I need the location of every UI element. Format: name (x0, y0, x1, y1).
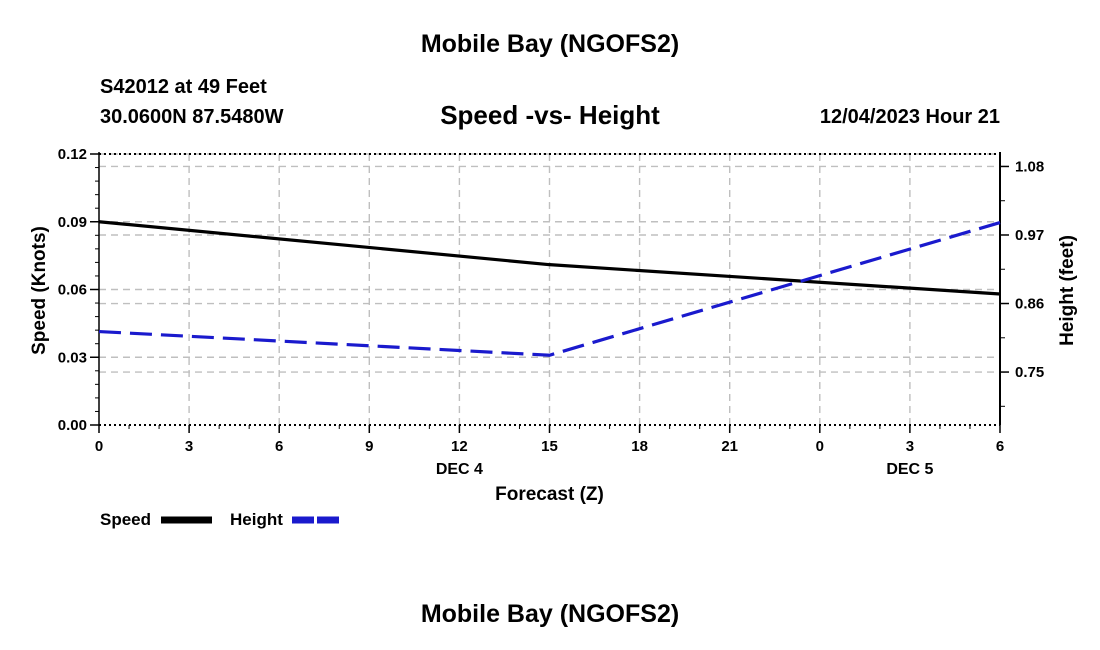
x-tick-label: 3 (906, 438, 914, 455)
legend-speed-label: Speed (100, 510, 151, 529)
x-tick-label: 18 (631, 438, 648, 455)
x-tick-label: 15 (541, 438, 558, 455)
y2-tick-label: 0.75 (1015, 364, 1044, 381)
speed-series-line (98, 220, 1001, 296)
y-tick-label: 0.00 (58, 417, 87, 434)
x-tick-label: 6 (996, 438, 1004, 455)
station-label: S42012 at 49 Feet (100, 76, 267, 98)
y-tick-label: 0.12 (58, 146, 87, 163)
x-tick-label: 0 (816, 438, 824, 455)
y-tick-label: 0.09 (58, 214, 87, 231)
x-tick-label: 3 (185, 438, 193, 455)
y-tick-label: 0.03 (58, 349, 87, 366)
date-label: DEC 5 (886, 461, 933, 478)
y2-axis-title: Height (feet) (1057, 235, 1078, 346)
y2-tick-label: 0.97 (1015, 227, 1044, 244)
x-tick-label: 12 (451, 438, 468, 455)
height-series-line (98, 220, 1001, 357)
page-title: Mobile Bay (NGOFS2) (420, 30, 680, 58)
y-tick-label: 0.06 (58, 282, 87, 299)
y-axis-title: Speed (Knots) (29, 226, 50, 355)
station-coordinates: 30.0600N 87.5480W (100, 106, 284, 128)
x-axis-title: Forecast (Z) (495, 484, 604, 505)
forecast-timestamp: 12/04/2023 Hour 21 (819, 106, 1000, 128)
x-tick-label: 6 (275, 438, 283, 455)
x-tick-label: 9 (365, 438, 373, 455)
legend-height-label: Height (230, 510, 283, 529)
x-tick-label: 0 (95, 438, 103, 455)
x-tick-label: 21 (721, 438, 738, 455)
footer-title: Mobile Bay (NGOFS2) (420, 600, 680, 628)
date-label: DEC 4 (436, 461, 483, 478)
chart-title: Speed -vs- Height (440, 100, 660, 130)
y2-tick-label: 0.86 (1015, 296, 1044, 313)
y2-tick-label: 1.08 (1015, 158, 1044, 175)
